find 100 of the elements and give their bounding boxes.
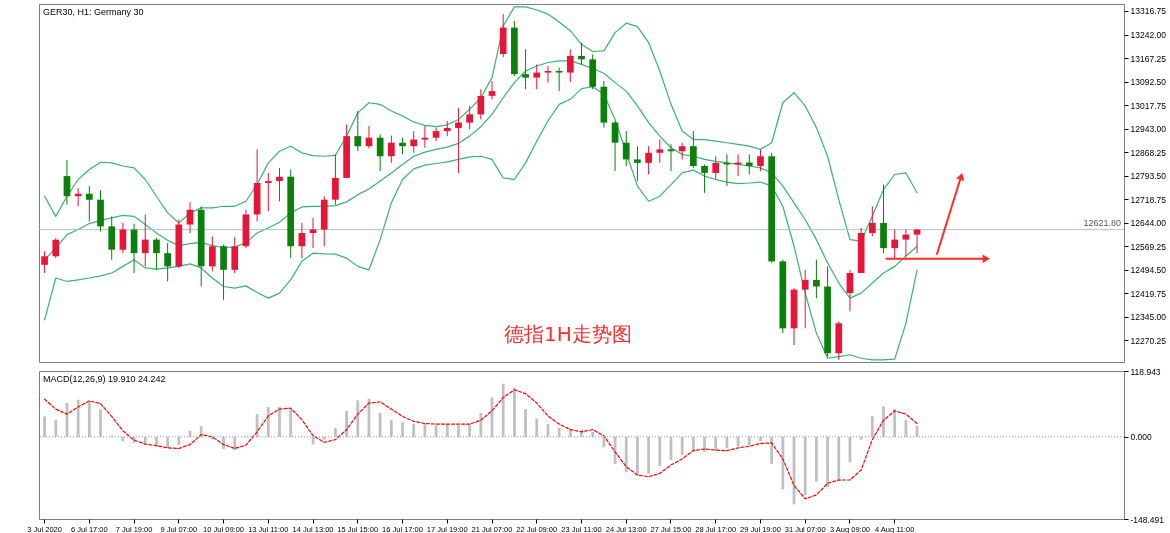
candlestick [164,242,171,282]
bar [658,436,662,467]
candlestick [745,153,753,176]
bar [177,436,181,446]
candlestick [913,228,921,254]
candlestick [667,143,675,172]
candlestick [522,48,529,90]
bar [747,436,751,446]
bar [691,436,695,451]
bar [87,400,91,437]
bar [602,436,606,448]
ref-line-label: 12621.80 [1083,217,1121,228]
bar [636,436,639,476]
candlestick [209,235,216,272]
bar [591,431,595,437]
candlestick [52,237,60,259]
candlestick [376,133,384,172]
bar [815,436,818,482]
bar [803,436,807,495]
y-tick-label: 13167.25 [1130,53,1167,64]
candlestick [231,236,239,274]
y-tick-label: 0.000 [1130,432,1153,443]
annotation: 德指1H走势图 [504,321,632,346]
y-tick-label: 12345.00 [1130,312,1167,323]
candlestick [332,153,339,206]
candlestick [410,130,418,154]
bar [524,409,527,437]
bar [266,406,270,437]
chart-title: GER30, H1: Germany 30 [43,7,144,17]
bar [680,436,684,456]
line-series [43,389,918,500]
line-series [43,86,918,361]
bar [356,400,360,437]
candlestick [555,67,563,92]
bar [714,436,718,451]
candlestick [477,88,485,120]
bar [904,420,908,437]
bar [479,413,483,437]
candlestick [354,110,362,152]
candlestick [813,259,820,299]
bar [882,406,885,437]
candlestick [578,42,585,65]
bar [289,409,293,437]
bar [859,436,863,440]
bar [43,416,46,437]
bar [624,436,628,473]
y-tick-label: 13092.50 [1130,77,1167,88]
candlestick [656,139,664,164]
chart-title: MACD(12,26,9) 19.910 24.242 [43,374,166,384]
bar [166,436,170,448]
candlestick [690,130,697,169]
candlestick [868,205,876,237]
bar [557,427,561,437]
candlestick [544,65,552,84]
candlestick [387,135,395,164]
bar [322,436,326,440]
bar [893,409,897,437]
candlestick [455,107,462,174]
candlestick [220,244,227,301]
bar [512,387,516,437]
candlestick [801,269,809,329]
y-tick-label: 12943.00 [1130,124,1167,135]
bar [255,414,259,437]
bar [770,436,774,464]
y-tick-label: -148.491 [1130,514,1165,525]
bar [647,436,651,474]
candlestick [712,155,720,181]
bar [121,436,125,442]
candlestick [466,105,473,131]
bar [99,409,102,437]
candlestick [566,48,574,83]
bar [278,406,281,437]
candlestick [488,80,496,100]
y-tick-label: 118.943 [1130,366,1161,377]
bar [457,425,460,437]
candlestick [701,163,708,194]
bar [378,413,382,437]
bar [401,422,404,437]
bar [535,418,539,437]
bar [759,436,762,442]
y-tick-label: 13242.00 [1130,30,1167,41]
candlestick [533,63,541,90]
candlestick [757,148,764,172]
line-series [43,6,918,242]
y-tick-label: 12868.25 [1130,147,1167,158]
candlestick [85,185,93,222]
y-tick-label: 12569.25 [1130,241,1167,252]
bar [155,436,158,447]
bar [233,436,237,451]
y-tick-label: 12793.50 [1130,171,1167,182]
y-tick-label: 12718.75 [1130,194,1167,205]
candlestick [186,201,194,234]
candlestick [153,237,160,271]
candlestick [622,130,630,167]
y-tick-label: 12270.25 [1130,335,1167,346]
candlestick [141,213,149,267]
candlestick [634,145,641,182]
bar [826,436,829,488]
bar [76,399,80,437]
bar [345,410,348,437]
